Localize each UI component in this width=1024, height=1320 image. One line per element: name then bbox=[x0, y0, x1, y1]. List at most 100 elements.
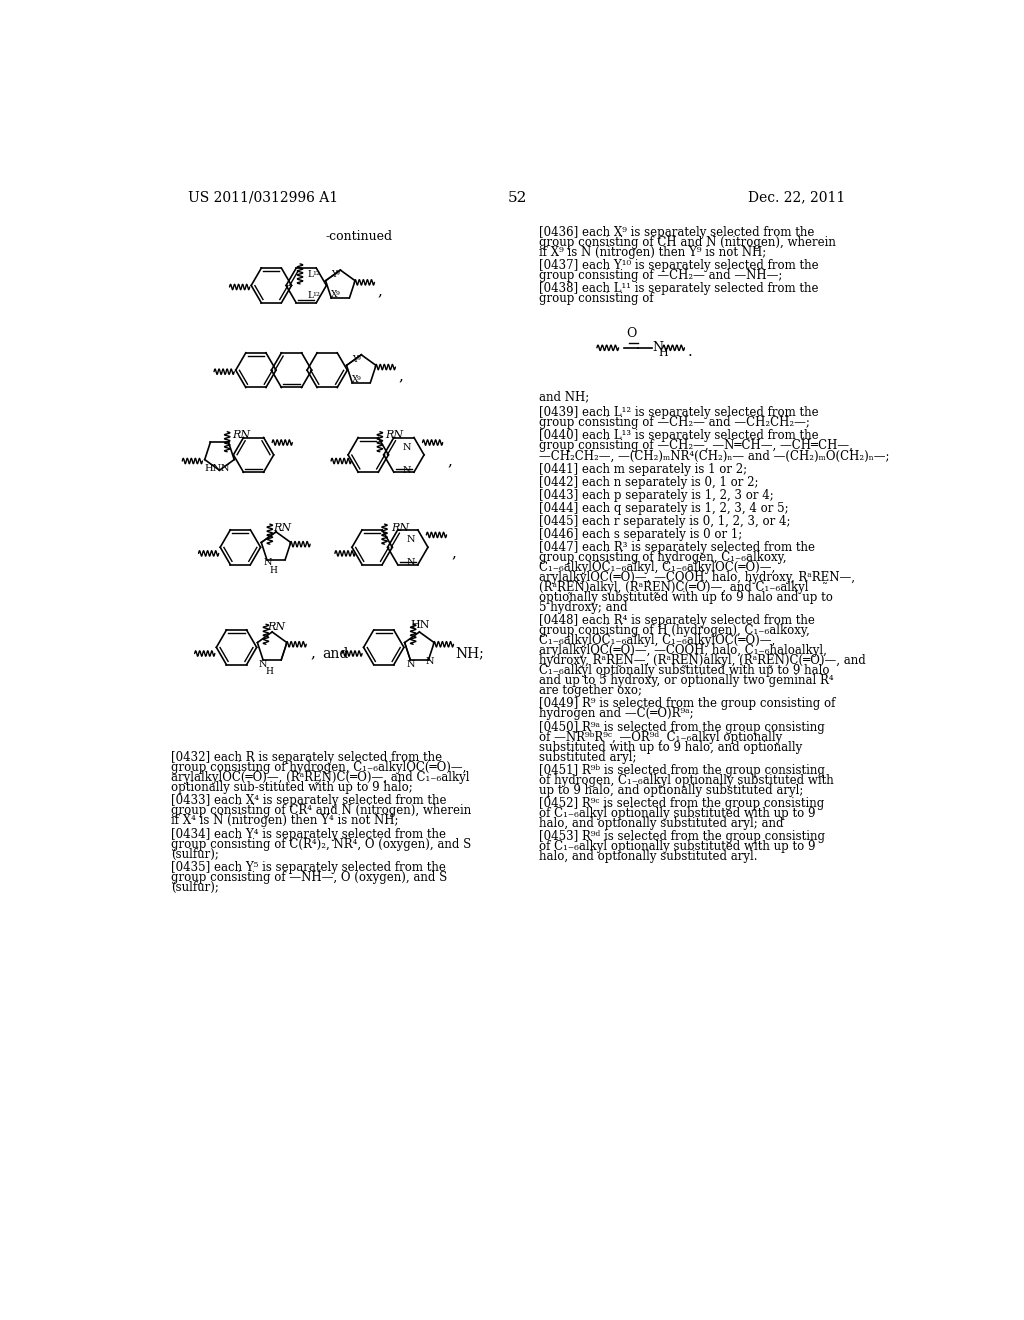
Text: [0432] each R is separately selected from the: [0432] each R is separately selected fro… bbox=[171, 751, 441, 764]
Text: group consisting of CH and N (nitrogen), wherein: group consisting of CH and N (nitrogen),… bbox=[539, 236, 836, 249]
Text: Dec. 22, 2011: Dec. 22, 2011 bbox=[748, 191, 845, 205]
Text: RN: RN bbox=[391, 523, 409, 532]
Text: RN: RN bbox=[231, 430, 250, 440]
Text: substituted with up to 9 halo, and optionally: substituted with up to 9 halo, and optio… bbox=[539, 741, 802, 754]
Text: (RᵃRḚN)alkyl, (RᵃRḚN)C(═O)—, and C₁₋₆alkyl: (RᵃRḚN)alkyl, (RᵃRḚN)C(═O)—, and C₁₋₆alk… bbox=[539, 581, 808, 594]
Text: arylalkylOC(═O)—, —COOH, halo, hydroxy, RᵃRḚN—,: arylalkylOC(═O)—, —COOH, halo, hydroxy, … bbox=[539, 572, 855, 585]
Text: and: and bbox=[323, 647, 349, 660]
Text: N: N bbox=[407, 535, 415, 544]
Text: if X⁴ is N (nitrogen) then Y⁴ is not NH;: if X⁴ is N (nitrogen) then Y⁴ is not NH; bbox=[171, 814, 398, 828]
Text: group consisting of hydrogen, C₁₋₆alkoxy,: group consisting of hydrogen, C₁₋₆alkoxy… bbox=[539, 552, 786, 564]
Text: 9: 9 bbox=[336, 271, 340, 276]
Text: Y: Y bbox=[352, 355, 358, 364]
Text: hydroxy, RᵃRḚN—, (RᵃRḚN)alkyl, (RᵃRḚN)C(═O)—, and: hydroxy, RᵃRḚN—, (RᵃRḚN)alkyl, (RᵃRḚN)C(… bbox=[539, 655, 865, 668]
Text: group consisting of —CH₂— and —NH—;: group consisting of —CH₂— and —NH—; bbox=[539, 269, 782, 282]
Text: optionally sub-stituted with up to 9 halo;: optionally sub-stituted with up to 9 hal… bbox=[171, 781, 413, 795]
Text: N: N bbox=[402, 466, 411, 475]
Text: group consisting of C(R⁴)₂, NR⁴, O (oxygen), and S: group consisting of C(R⁴)₂, NR⁴, O (oxyg… bbox=[171, 838, 471, 850]
Text: group consisting of: group consisting of bbox=[539, 293, 653, 305]
Text: H: H bbox=[266, 668, 273, 676]
Text: 12: 12 bbox=[312, 292, 321, 297]
Text: and NH;: and NH; bbox=[539, 391, 589, 403]
Text: H: H bbox=[270, 566, 278, 574]
Text: group consisting of hydrogen, C₁₋₆alkylOC(═O)—,: group consisting of hydrogen, C₁₋₆alkylO… bbox=[171, 762, 466, 775]
Text: N: N bbox=[221, 465, 229, 473]
Text: arylalkylOC(═O)—, —COOH, halo, C₁₋₆haloalkyl,: arylalkylOC(═O)—, —COOH, halo, C₁₋₆haloa… bbox=[539, 644, 826, 657]
Text: -continued: -continued bbox=[326, 230, 393, 243]
Text: RN: RN bbox=[385, 430, 403, 440]
Text: (sulfur);: (sulfur); bbox=[171, 847, 218, 861]
Text: (sulfur);: (sulfur); bbox=[171, 880, 218, 894]
Text: US 2011/0312996 A1: US 2011/0312996 A1 bbox=[188, 191, 339, 205]
Text: ,: , bbox=[378, 285, 382, 298]
Text: of C₁₋₆alkyl optionally substituted with up to 9: of C₁₋₆alkyl optionally substituted with… bbox=[539, 840, 815, 853]
Text: [0435] each Y⁵ is separately selected from the: [0435] each Y⁵ is separately selected fr… bbox=[171, 861, 445, 874]
Text: and up to 5 hydroxy, or optionally two geminal R⁴: and up to 5 hydroxy, or optionally two g… bbox=[539, 675, 834, 688]
Text: X: X bbox=[331, 290, 338, 300]
Text: .: . bbox=[687, 345, 692, 359]
Text: N: N bbox=[258, 660, 266, 669]
Text: Y: Y bbox=[331, 271, 337, 279]
Text: [0445] each r separately is 0, 1, 2, 3, or 4;: [0445] each r separately is 0, 1, 2, 3, … bbox=[539, 515, 791, 528]
Text: group consisting of —NH—, O (oxygen), and S: group consisting of —NH—, O (oxygen), an… bbox=[171, 871, 446, 883]
Text: halo, and optionally substituted aryl; and: halo, and optionally substituted aryl; a… bbox=[539, 817, 783, 830]
Text: N: N bbox=[652, 342, 663, 354]
Text: RN: RN bbox=[267, 622, 286, 632]
Text: L: L bbox=[308, 271, 313, 279]
Text: N: N bbox=[402, 442, 411, 451]
Text: [0433] each X⁴ is separately selected from the: [0433] each X⁴ is separately selected fr… bbox=[171, 795, 446, 808]
Text: ,: , bbox=[447, 454, 453, 469]
Text: [0443] each p separately is 1, 2, 3 or 4;: [0443] each p separately is 1, 2, 3 or 4… bbox=[539, 488, 773, 502]
Text: 52: 52 bbox=[508, 191, 527, 205]
Text: [0442] each n separately is 0, 1 or 2;: [0442] each n separately is 0, 1 or 2; bbox=[539, 475, 758, 488]
Text: [0447] each R³ is separately selected from the: [0447] each R³ is separately selected fr… bbox=[539, 541, 815, 554]
Text: O: O bbox=[627, 327, 637, 341]
Text: [0450] R⁹ᵃ is selected from the group consisting: [0450] R⁹ᵃ is selected from the group co… bbox=[539, 721, 824, 734]
Text: [0436] each X⁹ is separately selected from the: [0436] each X⁹ is separately selected fr… bbox=[539, 226, 814, 239]
Text: hydrogen and —C(═O)R⁹ᵃ;: hydrogen and —C(═O)R⁹ᵃ; bbox=[539, 708, 693, 721]
Text: C₁₋₆alkyl optionally substituted with up to 9 halo: C₁₋₆alkyl optionally substituted with up… bbox=[539, 664, 829, 677]
Text: substituted aryl;: substituted aryl; bbox=[539, 751, 636, 763]
Text: are together oxo;: are together oxo; bbox=[539, 684, 642, 697]
Text: —CH₂CH₂—, —(CH₂)ₘNR⁴(CH₂)ₙ— and —(CH₂)ₘO(CH₂)ₙ—;: —CH₂CH₂—, —(CH₂)ₘNR⁴(CH₂)ₙ— and —(CH₂)ₘO… bbox=[539, 449, 889, 462]
Text: [0444] each q separately is 1, 2, 3, 4 or 5;: [0444] each q separately is 1, 2, 3, 4 o… bbox=[539, 502, 788, 515]
Text: of —NR⁹ᵇR⁹ᶜ, —OR⁹ᵈ, C₁₋₆alkyl optionally: of —NR⁹ᵇR⁹ᶜ, —OR⁹ᵈ, C₁₋₆alkyl optionally bbox=[539, 730, 782, 743]
Text: ,: , bbox=[311, 647, 315, 660]
Text: arylalkylOC(═O)—, (RᵃRḚN)C(═O)—, and C₁₋₆alkyl: arylalkylOC(═O)—, (RᵃRḚN)C(═O)—, and C₁₋… bbox=[171, 771, 469, 784]
Text: [0451] R⁹ᵇ is selected from the group consisting: [0451] R⁹ᵇ is selected from the group co… bbox=[539, 763, 824, 776]
Text: [0453] R⁹ᵈ is selected from the group consisting: [0453] R⁹ᵈ is selected from the group co… bbox=[539, 830, 824, 843]
Text: if X⁹ is N (nitrogen) then Y⁹ is not NH;: if X⁹ is N (nitrogen) then Y⁹ is not NH; bbox=[539, 246, 766, 259]
Text: C₁₋₆alkylOC₁₋₆alkyl, C₁₋₆alkylOC(═O)—,: C₁₋₆alkylOC₁₋₆alkyl, C₁₋₆alkylOC(═O)—, bbox=[539, 635, 775, 647]
Text: [0446] each s separately is 0 or 1;: [0446] each s separately is 0 or 1; bbox=[539, 528, 742, 541]
Text: group consisting of H (hydrogen), C₁₋₆alkoxy,: group consisting of H (hydrogen), C₁₋₆al… bbox=[539, 624, 810, 638]
Text: optionally substituted with up to 9 halo and up to: optionally substituted with up to 9 halo… bbox=[539, 591, 833, 605]
Text: X: X bbox=[352, 375, 358, 384]
Text: 9: 9 bbox=[356, 376, 360, 381]
Text: up to 9 halo, and optionally substituted aryl;: up to 9 halo, and optionally substituted… bbox=[539, 784, 803, 797]
Text: group consisting of —CH₂—, —N═CH—, —CH═CH—,: group consisting of —CH₂—, —N═CH—, —CH═C… bbox=[539, 440, 853, 453]
Text: [0437] each Y¹⁰ is separately selected from the: [0437] each Y¹⁰ is separately selected f… bbox=[539, 259, 818, 272]
Text: halo, and optionally substituted aryl.: halo, and optionally substituted aryl. bbox=[539, 850, 758, 863]
Text: N: N bbox=[407, 558, 415, 568]
Text: HN: HN bbox=[410, 619, 430, 630]
Text: NH;: NH; bbox=[455, 647, 483, 660]
Text: ,: , bbox=[452, 546, 456, 561]
Text: [0439] each L¹² is separately selected from the: [0439] each L¹² is separately selected f… bbox=[539, 407, 818, 420]
Text: N: N bbox=[407, 660, 416, 669]
Text: [0452] R⁹ᶜ is selected from the group consisting: [0452] R⁹ᶜ is selected from the group co… bbox=[539, 797, 824, 809]
Text: of C₁₋₆alkyl optionally substituted with up to 9: of C₁₋₆alkyl optionally substituted with… bbox=[539, 807, 815, 820]
Text: of hydrogen, C₁₋₆alkyl optionally substituted with: of hydrogen, C₁₋₆alkyl optionally substi… bbox=[539, 774, 834, 787]
Text: H: H bbox=[658, 348, 668, 358]
Text: 12: 12 bbox=[312, 271, 321, 276]
Text: [0448] each R⁴ is separately selected from the: [0448] each R⁴ is separately selected fr… bbox=[539, 614, 815, 627]
Text: [0438] each L¹¹ is separately selected from the: [0438] each L¹¹ is separately selected f… bbox=[539, 282, 818, 296]
Text: L: L bbox=[308, 290, 313, 300]
Text: [0440] each L¹³ is separately selected from the: [0440] each L¹³ is separately selected f… bbox=[539, 429, 818, 442]
Text: 9: 9 bbox=[336, 292, 340, 296]
Text: 9: 9 bbox=[356, 356, 360, 360]
Text: N: N bbox=[263, 558, 272, 568]
Text: N: N bbox=[425, 657, 434, 665]
Text: 5 hydroxy; and: 5 hydroxy; and bbox=[539, 601, 628, 614]
Text: C₁₋₆alkylOC₁₋₆alkyl, C₁₋₆alkylOC(═O)—,: C₁₋₆alkylOC₁₋₆alkyl, C₁₋₆alkylOC(═O)—, bbox=[539, 561, 775, 574]
Text: [0434] each Y⁴ is separately selected from the: [0434] each Y⁴ is separately selected fr… bbox=[171, 828, 445, 841]
